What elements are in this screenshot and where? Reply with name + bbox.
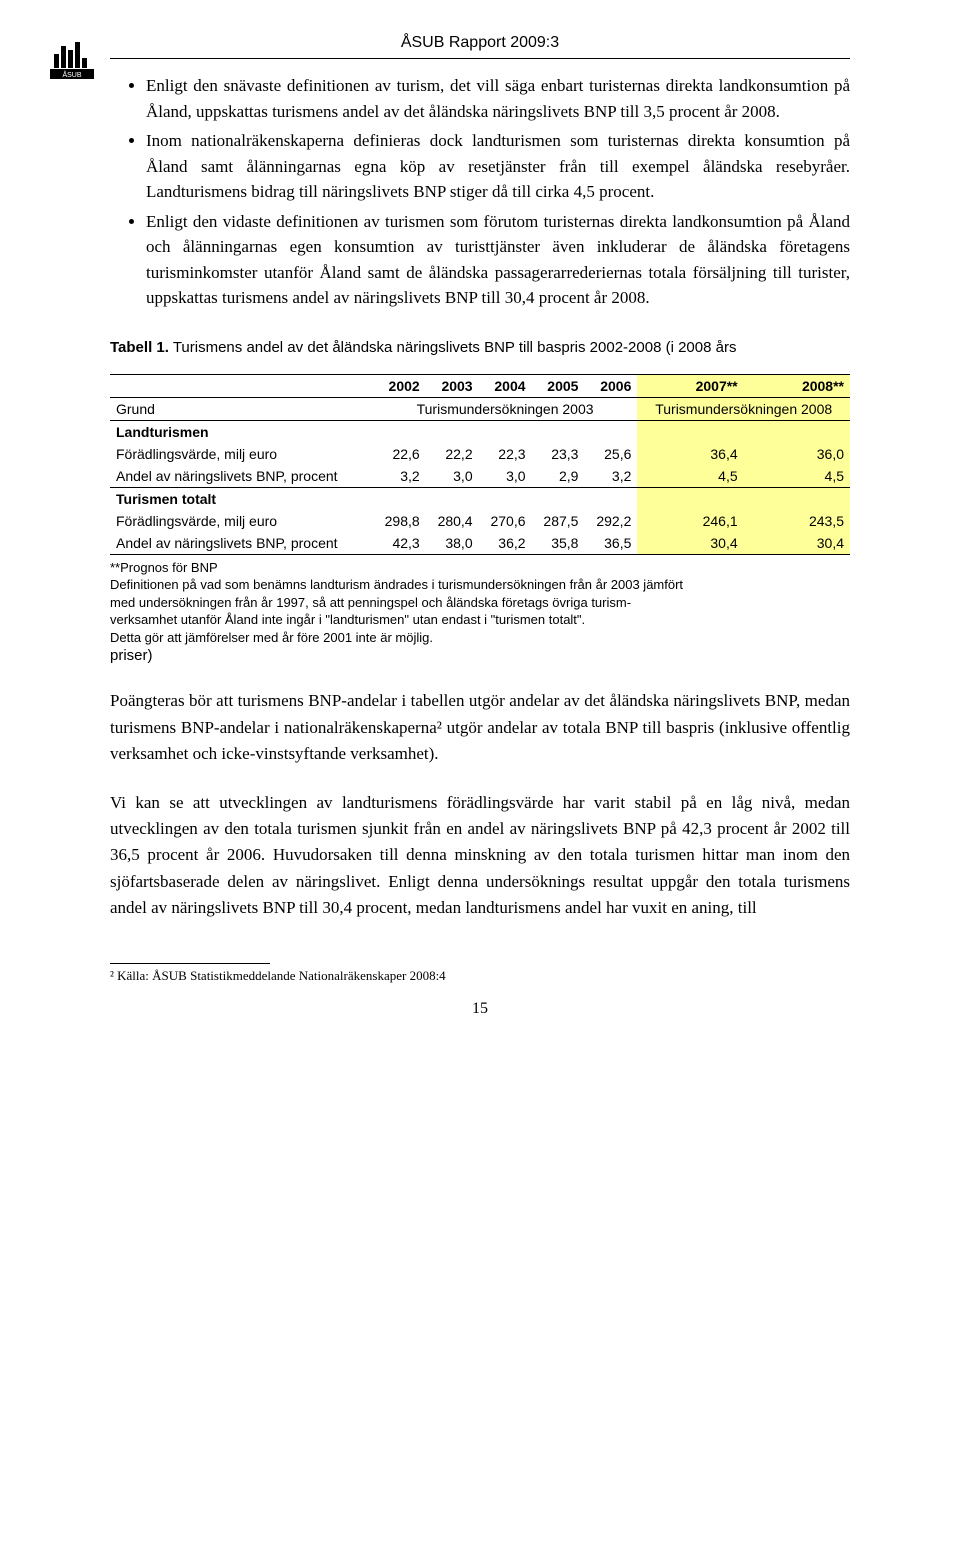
year-header: 2005 <box>532 374 585 397</box>
cell: 3,2 <box>584 465 637 488</box>
cell: 2,9 <box>532 465 585 488</box>
cell: 30,4 <box>637 532 743 555</box>
cell: 3,0 <box>479 465 532 488</box>
logo-text: ÅSUB <box>62 70 81 79</box>
section-row: Landturismen <box>110 420 850 443</box>
report-header: ÅSUB Rapport 2009:3 <box>110 34 850 52</box>
cell: 4,5 <box>744 465 850 488</box>
cell: 35,8 <box>532 532 585 555</box>
year-header: 2003 <box>426 374 479 397</box>
year-header: 2008** <box>744 374 850 397</box>
footnote-line: **Prognos för BNP <box>110 559 850 577</box>
cell: 3,0 <box>426 465 479 488</box>
bullet-item: Enligt den vidaste definitionen av turis… <box>146 209 850 311</box>
row-label: Förädlingsvärde, milj euro <box>110 510 373 532</box>
cell: 246,1 <box>637 510 743 532</box>
body-paragraph: Vi kan se att utvecklingen av landturism… <box>110 790 850 922</box>
row-label: Förädlingsvärde, milj euro <box>110 443 373 465</box>
bullet-list: Enligt den snävaste definitionen av turi… <box>110 73 850 311</box>
cell: 298,8 <box>373 510 426 532</box>
section-row: Turismen totalt <box>110 487 850 510</box>
table-row: Förädlingsvärde, milj euro 298,8 280,4 2… <box>110 510 850 532</box>
table-row: Andel av näringslivets BNP, procent 3,2 … <box>110 465 850 488</box>
cell: 36,0 <box>744 443 850 465</box>
row-label: Andel av näringslivets BNP, procent <box>110 532 373 555</box>
bullet-item: Enligt den snävaste definitionen av turi… <box>146 73 850 124</box>
cell: 22,3 <box>479 443 532 465</box>
year-header: 2006 <box>584 374 637 397</box>
cell: 270,6 <box>479 510 532 532</box>
row-label: Andel av näringslivets BNP, procent <box>110 465 373 488</box>
asub-logo: ÅSUB <box>50 36 94 80</box>
cell: 292,2 <box>584 510 637 532</box>
cell: 36,2 <box>479 532 532 555</box>
cell: 22,2 <box>426 443 479 465</box>
table-row: Förädlingsvärde, milj euro 22,6 22,2 22,… <box>110 443 850 465</box>
bullet-item: Inom nationalräkenskaperna definieras do… <box>146 128 850 205</box>
endnote: ² Källa: ÅSUB Statistikmeddelande Nation… <box>110 968 850 984</box>
cell: 280,4 <box>426 510 479 532</box>
footnote-separator <box>110 963 270 964</box>
table-row: Andel av näringslivets BNP, procent 42,3… <box>110 532 850 555</box>
body-paragraph: Poängteras bör att turismens BNP-andelar… <box>110 688 850 767</box>
header-divider <box>110 58 850 59</box>
grund-row: Grund Turismundersökningen 2003 Turismun… <box>110 397 850 420</box>
table-caption-bold: Tabell 1. <box>110 339 169 356</box>
grund-label: Grund <box>110 397 373 420</box>
cell: 4,5 <box>637 465 743 488</box>
grund-span-1: Turismundersökningen 2003 <box>373 397 638 420</box>
footnote-line: Definitionen på vad som benämns landturi… <box>110 576 850 594</box>
grund-span-2: Turismundersökningen 2008 <box>637 397 850 420</box>
cell: 22,6 <box>373 443 426 465</box>
cell: 30,4 <box>744 532 850 555</box>
section-label: Landturismen <box>110 420 373 443</box>
table-caption: Tabell 1. Turismens andel av det åländsk… <box>110 339 850 356</box>
cell: 243,5 <box>744 510 850 532</box>
cell: 287,5 <box>532 510 585 532</box>
cell: 36,5 <box>584 532 637 555</box>
cell: 38,0 <box>426 532 479 555</box>
cell: 42,3 <box>373 532 426 555</box>
footnote-line: med undersökningen från år 1997, så att … <box>110 594 850 612</box>
cell: 23,3 <box>532 443 585 465</box>
data-table: 2002 2003 2004 2005 2006 2007** 2008** G… <box>110 374 850 555</box>
table-header-row: 2002 2003 2004 2005 2006 2007** 2008** <box>110 374 850 397</box>
cell: 36,4 <box>637 443 743 465</box>
cell: 25,6 <box>584 443 637 465</box>
table-footnotes: **Prognos för BNP Definitionen på vad so… <box>110 559 850 667</box>
table-caption-rest: Turismens andel av det åländska näringsl… <box>169 339 737 356</box>
footnote-line: Detta gör att jämförelser med år före 20… <box>110 629 850 647</box>
footnote-line: verksamhet utanför Åland inte ingår i "l… <box>110 611 850 629</box>
cell: 3,2 <box>373 465 426 488</box>
page-number: 15 <box>110 1000 850 1018</box>
year-header: 2004 <box>479 374 532 397</box>
year-header: 2002 <box>373 374 426 397</box>
footnote-line: priser) <box>110 646 850 666</box>
year-header: 2007** <box>637 374 743 397</box>
section-label: Turismen totalt <box>110 487 373 510</box>
